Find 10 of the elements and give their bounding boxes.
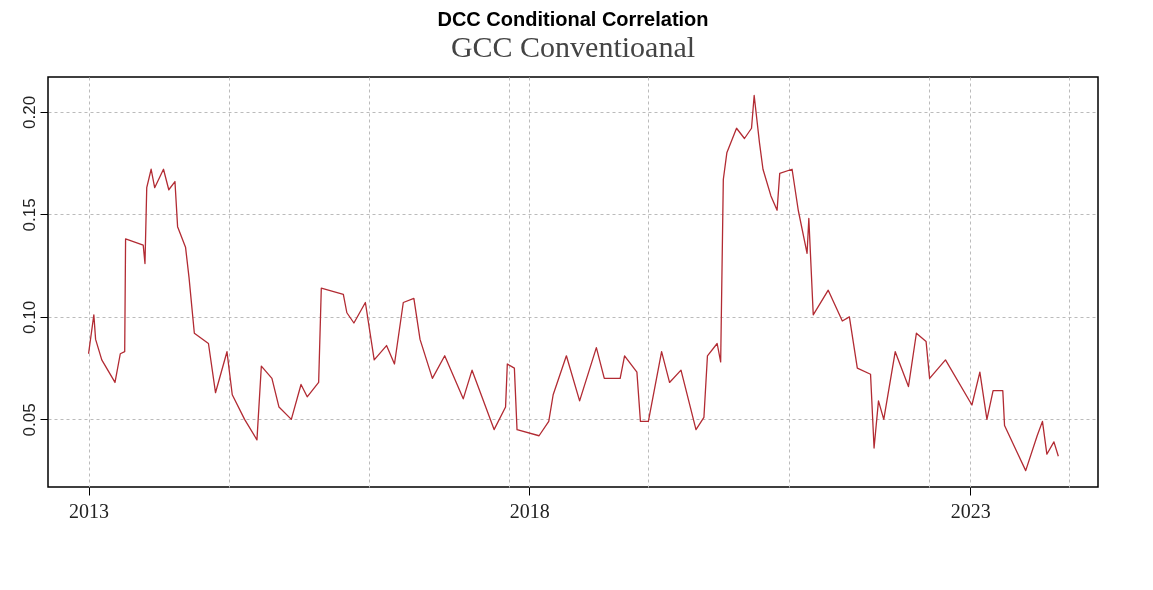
chart-subtitle: GCC Conventioanal xyxy=(450,30,696,63)
chart-title: DCC Conditional Correlation xyxy=(437,8,709,30)
y-tick-label: 0.15 xyxy=(19,198,39,232)
x-tick-label: 2023 xyxy=(950,499,991,522)
x-tick-label: 2013 xyxy=(69,499,110,522)
y-tick-label: 0.20 xyxy=(19,95,39,129)
line-series xyxy=(87,94,1059,472)
y-tick-label: 0.05 xyxy=(19,403,39,437)
x-tick-label: 2018 xyxy=(509,499,550,522)
y-tick-label: 0.10 xyxy=(19,300,39,334)
